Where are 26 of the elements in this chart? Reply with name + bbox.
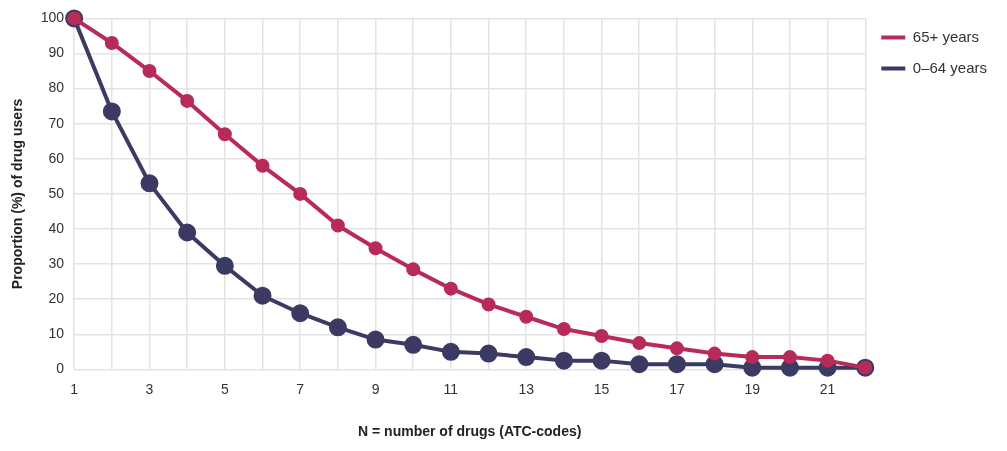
x-tick-label: 5 — [220, 380, 229, 397]
y-tick-label: 80 — [48, 79, 65, 96]
y-tick-label: 0 — [56, 360, 65, 377]
x-tick-label: 15 — [593, 380, 610, 397]
y-tick-label: 100 — [40, 9, 65, 26]
y-tick-label: 60 — [48, 149, 65, 166]
x-tick-label: 9 — [371, 380, 380, 397]
x-tick-label: 21 — [819, 380, 836, 397]
y-tick-label: 10 — [48, 325, 65, 342]
x-axis-title: N = number of drugs (ATC-codes) — [358, 423, 582, 440]
y-tick-label: 90 — [48, 44, 65, 61]
x-tick-label: 13 — [518, 380, 535, 397]
x-tick-label: 3 — [145, 380, 154, 397]
y-tick-label: 50 — [48, 184, 65, 201]
y-tick-label: 20 — [48, 290, 65, 307]
y-tick-label: 40 — [48, 219, 65, 236]
legend-label: 65+ years — [912, 27, 980, 45]
legend-label: 0–64 years — [912, 58, 987, 76]
y-tick-label: 70 — [48, 114, 65, 131]
y-tick-label: 30 — [48, 254, 65, 271]
x-tick-label: 11 — [443, 380, 459, 397]
x-tick-label: 1 — [70, 380, 79, 397]
x-tick-label: 7 — [296, 380, 305, 397]
y-axis-title: Proportion (%) of drug users — [9, 98, 26, 290]
x-tick-label: 19 — [744, 380, 761, 397]
x-tick-label: 17 — [669, 380, 685, 397]
